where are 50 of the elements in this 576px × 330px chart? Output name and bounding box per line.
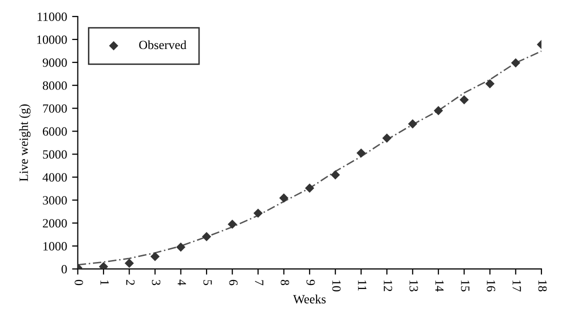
x-tick-label: 4 [178,280,186,286]
point [485,79,495,88]
x-tick-label: 9 [306,280,315,286]
y-tick-label: 11000 [38,12,67,21]
point [356,148,366,158]
x-tick-label: 7 [255,280,264,286]
x-tick-label: 14 [435,280,444,292]
point [279,193,288,203]
point [408,119,418,129]
y-tick-label: 2000 [42,219,67,228]
x-tick-label: 5 [203,280,212,286]
y-tick-label: 1000 [43,242,67,250]
x-tick-label: 16 [486,280,496,292]
point [176,242,186,252]
y-axis-title: Live weight (g) [19,104,31,182]
point [382,134,392,143]
point [434,106,444,116]
x-tick-label: 8 [280,280,290,286]
x-tick-label: 15 [461,280,470,292]
x-tick-label: 2 [126,280,135,285]
point [228,220,237,229]
y-tick-label: 8000 [42,81,67,90]
y-tick-label: 3000 [42,196,67,205]
y-tick-label: 0 [62,264,67,274]
y-tick-label: 9000 [42,58,67,67]
point [150,252,160,262]
x-tick-label: 18 [538,280,547,292]
y-tick-label: 5000 [43,150,67,159]
point [304,184,314,193]
point [124,258,134,268]
x-tick-label: 13 [410,280,418,292]
y-tick-label: 4000 [42,173,67,182]
x-tick-label: 17 [512,280,521,292]
point [253,208,263,218]
y-tick-label: 10000 [37,35,67,44]
point [460,95,469,104]
x-tick-label: 11 [358,280,366,291]
x-tick-label: 1 [100,280,109,285]
x-tick-label: 10 [332,280,341,292]
point [202,232,212,242]
x-tick-label: 6 [229,280,238,286]
y-tick-label: 6000 [42,127,67,136]
x-tick-label: 0 [74,280,84,286]
x-axis-title: Weeks [293,294,326,304]
point [511,58,520,68]
legend-label: Observed [139,40,186,50]
x-tick-label: 3 [152,280,160,286]
x-tick-label: 12 [384,280,392,292]
point [330,170,340,180]
y-tick-label: 7000 [43,104,67,113]
